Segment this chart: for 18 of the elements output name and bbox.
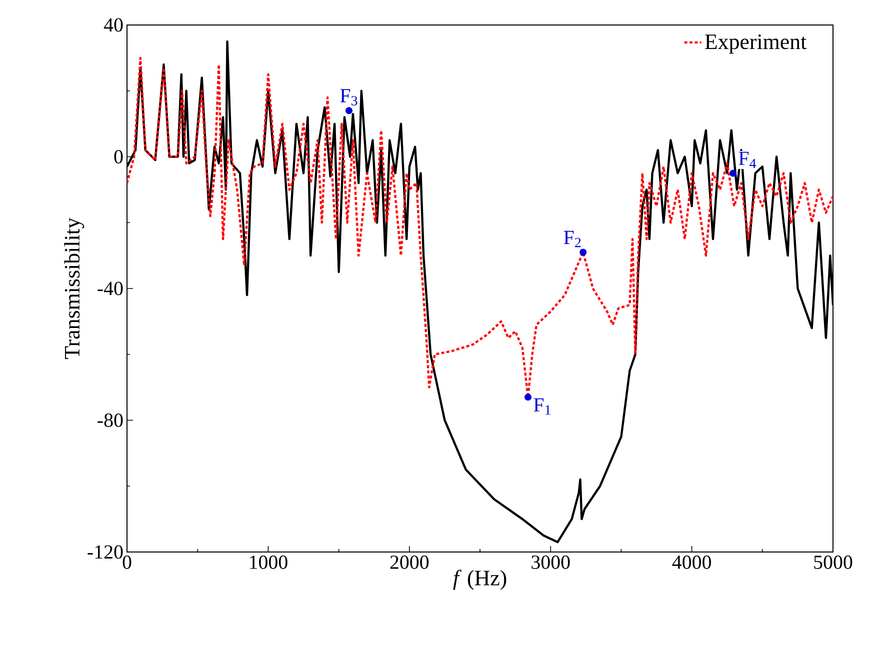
x-tick-label: 5000: [814, 556, 852, 569]
x-tick-label: 1000: [250, 556, 288, 569]
y-tick-label: -120: [88, 545, 123, 559]
annotation: F$_{2}$: [564, 230, 581, 248]
annotation: F$_{4}$: [738, 152, 756, 168]
legend-label: Experiment: [705, 34, 807, 54]
y-tick-label: -80: [98, 414, 123, 427]
x-tick-label: 2000: [390, 556, 429, 569]
y-tick-label: 40: [104, 18, 123, 32]
y-tick-label: 0: [114, 150, 123, 164]
x-axis-title: f (Hz): [453, 570, 506, 590]
y-axis-title: Transmissibility: [64, 218, 84, 359]
annotation: F$_{3}$: [340, 89, 358, 106]
y-tick-label: -40: [98, 282, 123, 296]
x-tick-label: 4000: [672, 556, 711, 569]
annotation: F$_{1}$: [534, 398, 550, 415]
x-tick-label: 0: [122, 556, 132, 569]
x-tick-label: 3000: [532, 556, 570, 569]
